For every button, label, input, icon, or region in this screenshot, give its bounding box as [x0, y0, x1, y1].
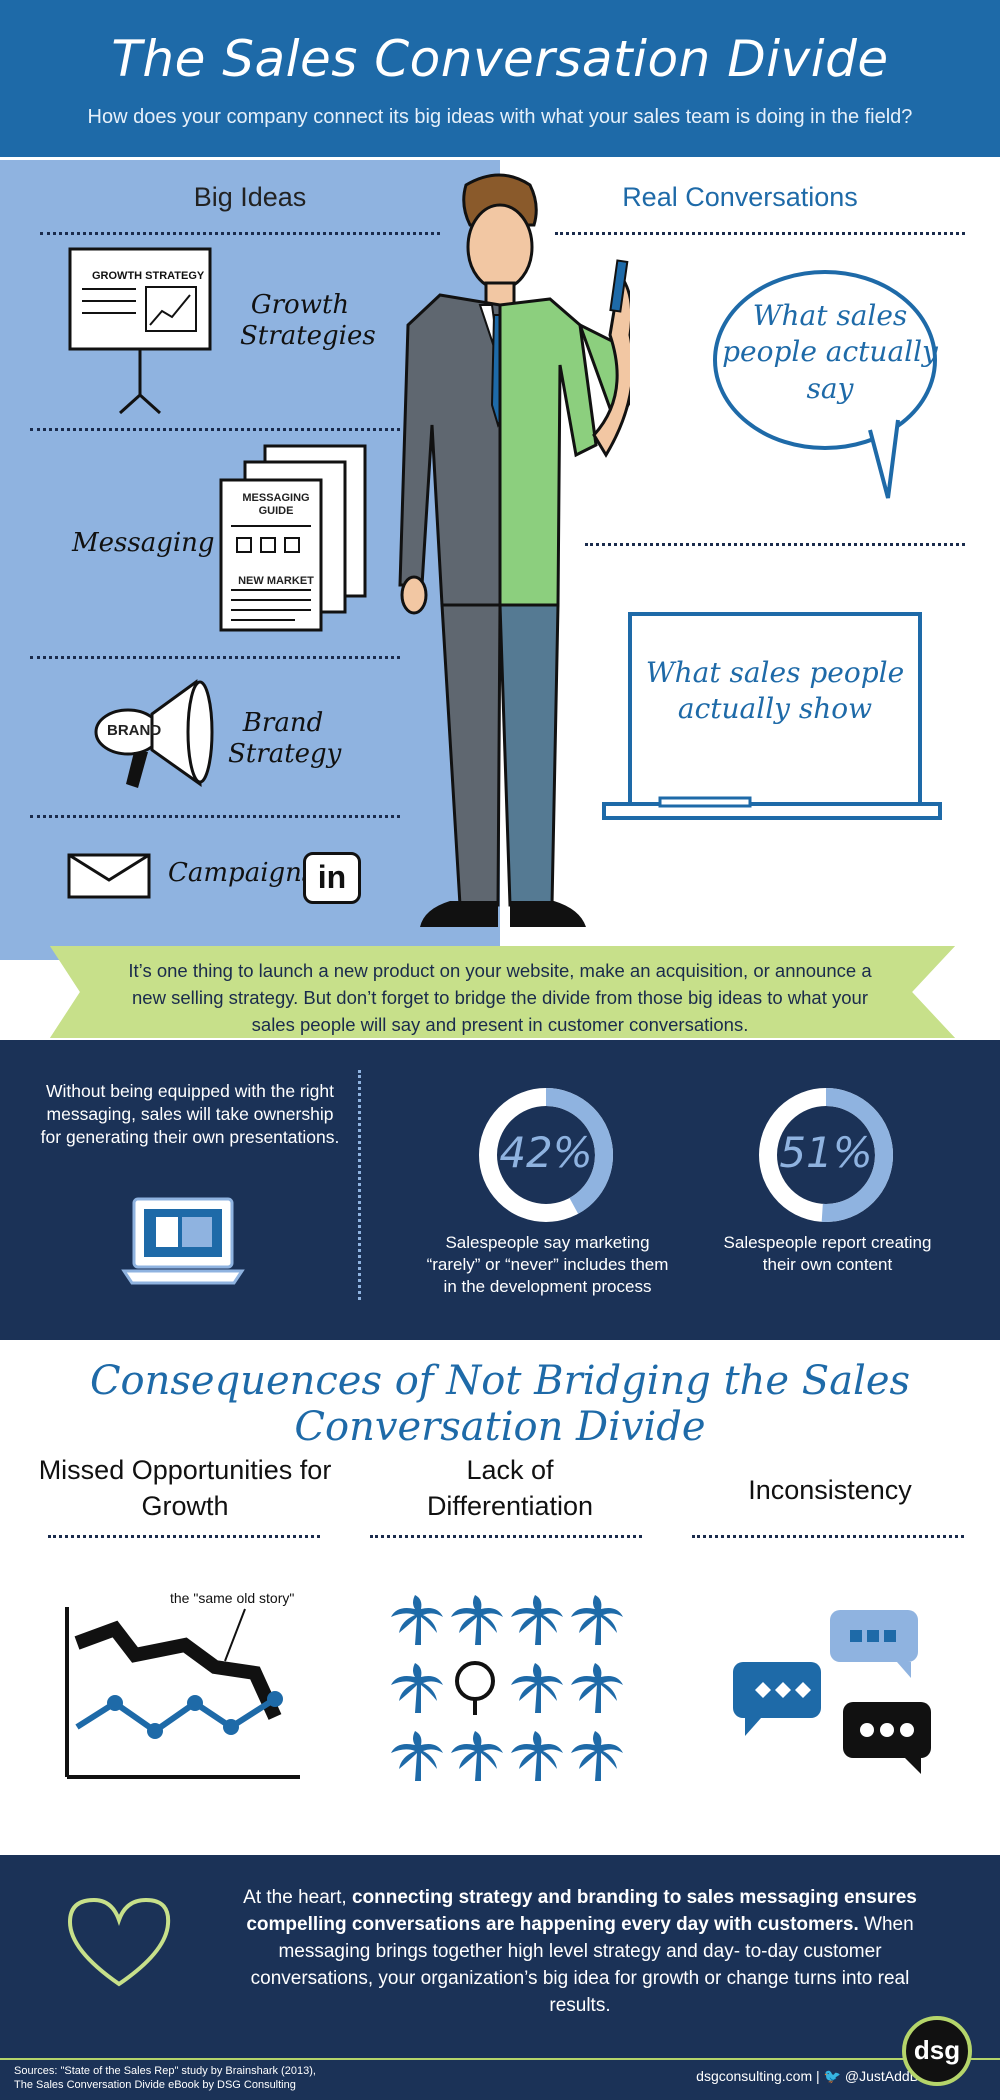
- closing-text-bold: connecting strategy and branding to sale…: [246, 1887, 917, 1935]
- chart-annotation: the "same old story": [170, 1590, 295, 1606]
- header-banner: The Sales Conversation Divide How does y…: [0, 0, 1000, 160]
- megaphone-icon: [94, 679, 214, 788]
- guide-line: MESSAGING: [242, 492, 310, 504]
- divider: [30, 428, 400, 431]
- salesperson-illustration: [398, 173, 630, 927]
- closing-text-part: When messaging brings together high leve…: [250, 1913, 914, 2016]
- stat-caption-51: Salespeople report creating their own co…: [723, 1233, 932, 1275]
- green-banner-front: [50, 946, 955, 1038]
- divider: [555, 232, 965, 235]
- big-ideas-heading: Big Ideas: [193, 182, 307, 212]
- divider: [40, 232, 440, 235]
- divider: [692, 1535, 964, 1538]
- guide-new-market: NEW MARKET: [238, 575, 314, 587]
- stats-divider: [358, 1070, 361, 1300]
- easel-icon: [68, 247, 212, 415]
- stat-ring-51: [759, 1088, 893, 1222]
- palm-trees-icon: [391, 1595, 623, 1781]
- campaigns-label: Campaigns: [168, 858, 316, 888]
- twitter-icon: 🐦: [823, 2068, 841, 2084]
- heart-icon: [67, 1897, 171, 1987]
- messaging-label: Messaging: [72, 528, 215, 558]
- source-line: The Sales Conversation Divide eBook by D…: [14, 2079, 296, 2092]
- missed-opportunities-heading: Missed Opportunities for Growth: [38, 1455, 332, 1522]
- divider: [585, 543, 965, 546]
- stat-ring-42: [479, 1088, 613, 1222]
- footer-contact: dsgconsulting.com | 🐦 @JustAddDSG: [696, 2068, 940, 2085]
- website-link[interactable]: dsgconsulting.com: [696, 2068, 813, 2084]
- round-tree-icon: [455, 1661, 495, 1715]
- page-subtitle: How does your company connect its big id…: [87, 106, 913, 128]
- whiteboard-icon: [602, 612, 942, 820]
- brand-badge: BRAND: [107, 722, 162, 739]
- divider: [30, 815, 400, 818]
- chat-bubbles-icon: [733, 1610, 931, 1774]
- envelope-icon: [67, 853, 151, 899]
- show-text: What sales people actually show: [645, 656, 905, 726]
- lack-of-differentiation-heading: Lack of Differentiation: [426, 1455, 594, 1522]
- stat-caption-42: Salespeople say marketing “rarely” or “n…: [426, 1233, 669, 1297]
- real-conversations-heading: Real Conversations: [622, 182, 858, 212]
- divider: [30, 656, 400, 659]
- stats-lead-text: Without being equipped with the right me…: [40, 1081, 340, 1147]
- messaging-guide-icon: [219, 444, 367, 632]
- separator: |: [816, 2068, 824, 2084]
- stat-value-51: 51%: [779, 1128, 873, 1177]
- footer-sources: Sources: "State of the Sales Rep" study …: [14, 2064, 316, 2093]
- closing-text: At the heart, connecting strategy and br…: [230, 1885, 930, 2020]
- brand-strategy-label: Brand Strategy: [228, 708, 342, 770]
- dsg-logo: dsg: [902, 2016, 972, 2086]
- speech-bubble-icon: [713, 270, 937, 499]
- consequences-title: Consequences of Not Bridging the Sales C…: [89, 1358, 911, 1450]
- footer-divider: [0, 2058, 1000, 2060]
- easel-label: GROWTH STRATEGY: [92, 270, 205, 282]
- linkedin-icon: in: [303, 852, 361, 904]
- inconsistency-heading: Inconsistency: [748, 1475, 912, 1505]
- laptop-presentation-icon: [121, 1197, 245, 1285]
- guide-line: GUIDE: [258, 505, 294, 518]
- closing-text-part: At the heart,: [243, 1887, 352, 1908]
- source-line: Sources: "State of the Sales Rep" study …: [14, 2065, 316, 2077]
- growth-strategies-label: Growth Strategies: [240, 290, 376, 352]
- divider: [370, 1535, 642, 1538]
- divider: [48, 1535, 320, 1538]
- page-title: The Sales Conversation Divide: [111, 30, 889, 88]
- declining-chart-icon: [65, 1607, 300, 1779]
- say-text: What sales people actually say: [722, 299, 938, 405]
- guide-title: MESSAGING GUIDE: [228, 492, 324, 518]
- banner-text: It’s one thing to launch a new product o…: [128, 960, 872, 1035]
- stat-value-42: 42%: [499, 1128, 593, 1177]
